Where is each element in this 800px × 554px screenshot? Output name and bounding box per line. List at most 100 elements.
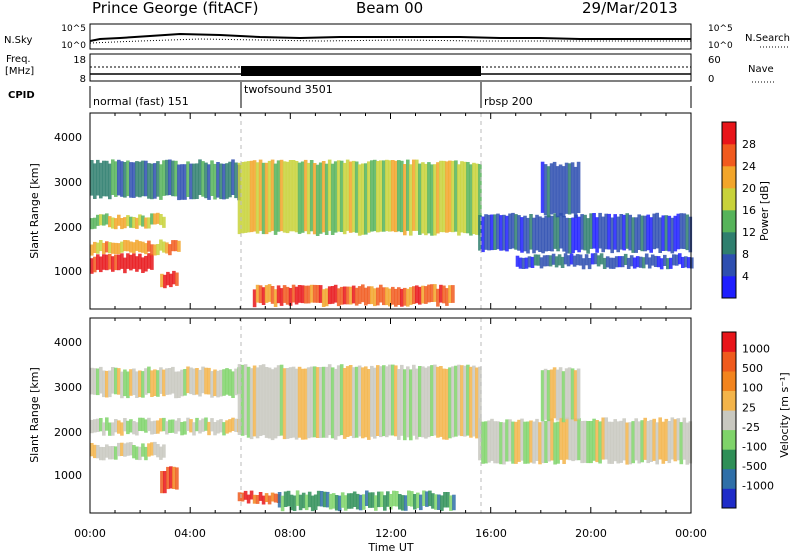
power-echo-cell — [297, 285, 302, 303]
velocity-echo-cell — [389, 494, 393, 510]
velocity-echo-cell — [658, 417, 662, 460]
power-echo-cell — [138, 253, 142, 270]
velocity-echo-cell — [427, 366, 431, 438]
power-echo-cell — [163, 274, 167, 289]
power-echo-cell — [198, 159, 202, 195]
velocity-echo-cell — [413, 494, 417, 510]
power-echo-cell — [607, 213, 611, 250]
power-echo-cell — [406, 288, 410, 307]
power-echo-cell — [515, 255, 520, 267]
velocity-echo-cell — [339, 364, 344, 436]
power-echo-cell — [604, 213, 608, 250]
cpid-segment-normal: normal (fast) 151 — [93, 95, 189, 108]
power-echo-cell — [517, 215, 521, 251]
velocity-echo-cell — [213, 422, 217, 436]
velocity-echo-cell — [291, 366, 296, 438]
power-echo-cell — [351, 285, 356, 304]
power-echo-cell — [234, 162, 238, 199]
velocity-echo-cell — [532, 421, 536, 464]
velocity-echo-cell — [258, 492, 263, 501]
velocity-echo-cell — [114, 446, 118, 460]
freq-tick-low: 8 — [80, 74, 86, 85]
power-echo-cell — [526, 217, 530, 254]
power-echo-cell — [160, 273, 164, 288]
velocity-colorbar: 1000 500 100 25 -25 -100 -500 -1000 — [721, 331, 774, 509]
velocity-echo-cell — [123, 418, 127, 432]
power-echo-cell — [520, 217, 524, 253]
velocity-echo-cell — [676, 418, 681, 461]
velocity-echo-cell — [306, 367, 311, 439]
power-echo-cell — [469, 164, 473, 236]
power-echo-cell — [357, 164, 362, 236]
power-echo-cell — [330, 163, 335, 235]
power-echo-cell — [294, 161, 299, 233]
power-echo-cell — [650, 254, 655, 266]
power-echo-cell — [169, 273, 173, 288]
velocity-echo-cell — [345, 366, 350, 437]
power-echo-cell — [637, 214, 641, 250]
velocity-echo-cell — [392, 490, 396, 507]
velocity-echo-cell — [177, 418, 181, 432]
power-echo-cell — [427, 284, 431, 303]
velocity-echo-cell — [132, 368, 136, 396]
power-echo-cell — [90, 160, 94, 196]
power-echo-cell — [240, 162, 245, 234]
velocity-echo-cell — [526, 421, 530, 464]
velocity-echo-cell — [99, 446, 103, 461]
velocity-echo-cell — [540, 370, 545, 422]
velocity-echo-cell — [564, 368, 569, 420]
power-echo-cell — [442, 160, 446, 233]
velocity-echo-cell — [688, 421, 693, 464]
velocity-echo-cell — [376, 365, 380, 436]
power-echo-cell — [666, 258, 670, 270]
velocity-echo-cell — [330, 367, 335, 439]
velocity-echo-cell — [523, 421, 527, 464]
power-echo-cell — [382, 160, 386, 232]
power-echo-cell — [598, 212, 602, 249]
power-colorbar-tick: 20 — [742, 182, 756, 195]
velocity-echo-cell — [135, 371, 139, 398]
velocity-echo-cell — [255, 367, 260, 439]
velocity-echo-cell — [505, 419, 509, 462]
power-echo-cell — [282, 161, 287, 233]
power-echo-cell — [174, 160, 178, 197]
power-echo-cell — [688, 216, 693, 253]
velocity-echo-cell — [318, 367, 323, 438]
velocity-echo-cell — [555, 369, 560, 421]
velocity-echo-cell — [147, 366, 151, 394]
power-echo-cell — [276, 285, 281, 304]
power-echo-cell — [533, 254, 538, 266]
power-echo-cell — [90, 258, 94, 274]
power-echo-cell — [273, 163, 278, 235]
x-tick-1: 04:00 — [174, 527, 206, 540]
power-echo-cell — [514, 214, 518, 250]
power-echo-cell — [138, 214, 142, 226]
power-echo-cell — [427, 162, 431, 234]
velocity-echo-cell — [422, 490, 426, 506]
power-echo-cell — [626, 257, 631, 269]
velocity-echo-cell — [589, 421, 593, 464]
power-echo-cell — [376, 161, 380, 233]
velocity-echo-cell — [625, 422, 629, 465]
velocity-echo-cell — [204, 367, 208, 395]
power-echo-cell — [557, 254, 562, 266]
power-echo-cell — [156, 161, 160, 197]
velocity-echo-cell — [255, 495, 260, 504]
power-echo-cell — [147, 253, 151, 269]
power-echo-cell — [117, 159, 121, 196]
velocity-echo-cell — [541, 421, 545, 464]
velocity-echo-cell — [331, 493, 336, 509]
x-tick-marks — [89, 113, 692, 513]
power-echo-cell — [478, 164, 482, 236]
velocity-echo-cell — [403, 369, 407, 441]
velocity-echo-cell — [147, 417, 151, 432]
power-echo-cell — [536, 254, 541, 266]
velocity-echo-cell — [93, 368, 97, 395]
power-echo-cell — [556, 215, 560, 252]
velocity-echo-cell — [252, 365, 257, 437]
power-echo-cell — [333, 161, 338, 233]
velocity-echo-cell — [382, 365, 386, 437]
power-echo-cell — [397, 160, 401, 232]
velocity-echo-cell — [463, 365, 467, 437]
velocity-echo-cell — [234, 368, 238, 396]
